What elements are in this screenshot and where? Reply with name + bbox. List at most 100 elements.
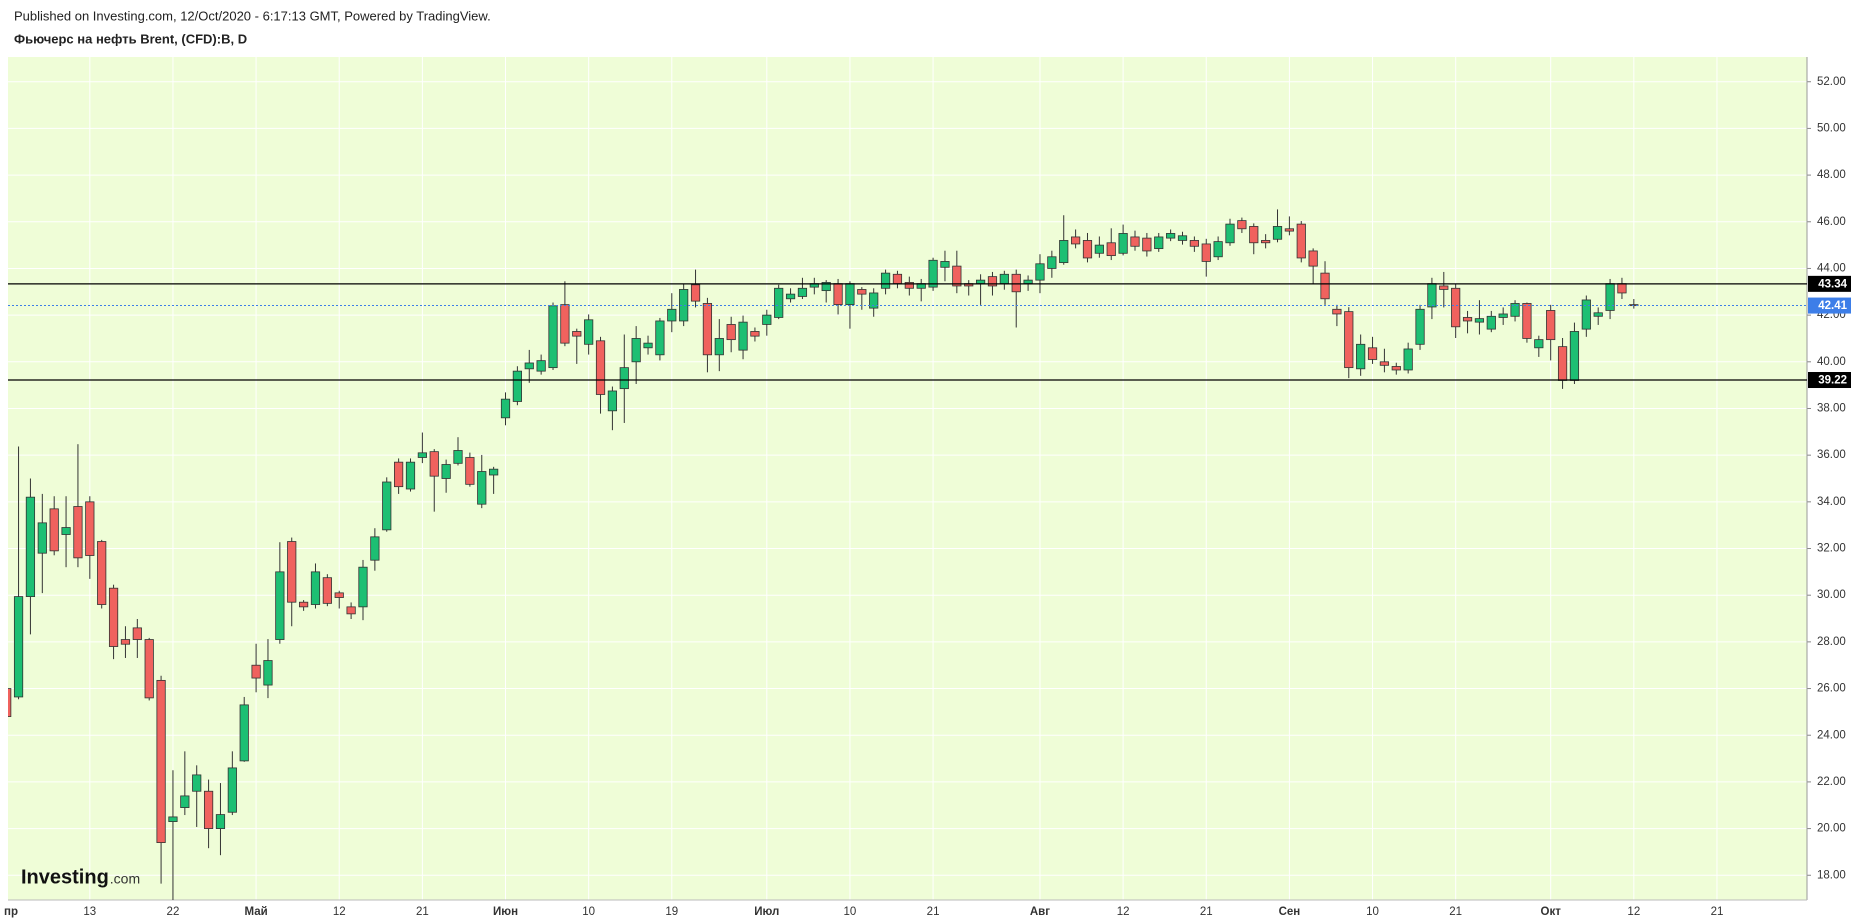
x-tick-label: 21 — [1449, 906, 1462, 918]
chart-title: Фьючерс на нефть Brent, (CFD):B, D — [14, 31, 247, 46]
candle-body — [1510, 303, 1520, 317]
candles — [8, 209, 1639, 900]
candle-body — [643, 342, 653, 349]
candle-body — [1557, 346, 1568, 381]
published-note: Published on Investing.com, 12/Oct/2020 … — [14, 8, 491, 23]
candle-body — [1605, 283, 1615, 311]
candle-body — [1011, 273, 1021, 293]
candle-body — [144, 639, 154, 699]
y-tick-label: 40.00 — [1817, 356, 1846, 368]
y-tick-label: 28.00 — [1817, 636, 1846, 648]
price-tag-label: 39.22 — [1818, 375, 1847, 387]
candle-body — [1391, 366, 1401, 371]
price-tag — [1808, 372, 1851, 389]
candle-body — [821, 282, 831, 292]
x-tick-label: 21 — [927, 906, 940, 918]
candle-body — [1082, 240, 1093, 259]
y-tick-label: 30.00 — [1817, 589, 1846, 601]
x-tick-label: 10 — [582, 906, 595, 918]
candle-body — [180, 795, 190, 808]
y-tick-label: 52.00 — [1817, 76, 1846, 88]
candle-body — [25, 496, 36, 597]
candle-body — [1261, 240, 1271, 244]
candle-body — [453, 450, 463, 464]
candle-body — [1427, 283, 1437, 308]
candle-body — [1249, 226, 1259, 244]
candle-body — [441, 464, 451, 479]
price-tag — [1808, 297, 1851, 314]
candle-body — [465, 457, 475, 485]
y-tick-label: 34.00 — [1817, 496, 1846, 508]
candle-body — [370, 536, 380, 561]
candle-body — [1189, 240, 1199, 247]
candle-body — [334, 592, 344, 598]
candle-body — [192, 774, 202, 792]
candle-body — [655, 320, 665, 356]
candle-body — [762, 314, 772, 325]
candle-body — [1581, 299, 1591, 330]
candle-body — [548, 305, 558, 369]
x-tick-label: Июл — [754, 906, 779, 918]
candle-body — [774, 287, 784, 318]
x-tick-label: 12 — [333, 906, 346, 918]
candle-body — [940, 261, 950, 268]
candle-body — [156, 679, 166, 843]
y-tick-label: 22.00 — [1817, 776, 1846, 788]
candle-body — [726, 324, 736, 341]
candle-body — [394, 461, 404, 488]
candle-body — [1593, 312, 1603, 317]
candle-body — [203, 790, 214, 829]
candle-body — [49, 508, 59, 552]
plot-area — [8, 57, 1807, 900]
x-tick-label: 22 — [167, 906, 180, 918]
x-tick-label: 12 — [1117, 906, 1130, 918]
candle-body — [595, 340, 606, 395]
x-tick-label: Сен — [1279, 906, 1301, 918]
candle-body — [263, 660, 273, 686]
candle-body — [560, 304, 570, 344]
candle-body — [1546, 310, 1556, 341]
candle-body — [1142, 237, 1152, 252]
candle-body — [619, 367, 629, 390]
candle-body — [1356, 343, 1366, 370]
y-tick-label: 50.00 — [1817, 122, 1846, 134]
candle-body — [1201, 243, 1211, 262]
candle-body — [37, 522, 47, 554]
candle-body — [1237, 220, 1247, 230]
y-tick-label: 36.00 — [1817, 449, 1846, 461]
x-tick-label: Окт — [1541, 906, 1562, 918]
candle-body — [346, 606, 356, 615]
candle-body — [1225, 223, 1235, 244]
candle-body — [1522, 303, 1532, 339]
candle-body — [702, 303, 713, 356]
candle-body — [1403, 348, 1413, 371]
candle-body — [679, 289, 689, 322]
candle-body — [738, 321, 748, 351]
candle-body — [880, 272, 891, 289]
candle-body — [417, 452, 427, 458]
x-tick-label: Май — [245, 906, 268, 918]
candle-body — [85, 501, 95, 556]
candle-body — [1166, 233, 1176, 239]
candle-body — [1320, 272, 1330, 300]
candle-body — [132, 627, 142, 640]
candle-body — [1474, 318, 1485, 323]
candle-body — [477, 471, 487, 505]
candle-body — [1213, 241, 1223, 258]
candle-body — [975, 279, 986, 285]
candle-body — [215, 814, 226, 829]
candle-body — [690, 284, 701, 302]
candle-body — [631, 338, 641, 363]
candle-body — [1534, 339, 1544, 349]
candle-body — [405, 461, 416, 490]
candle-body — [952, 265, 962, 287]
y-tick-label: 20.00 — [1817, 823, 1846, 835]
candle-body — [1367, 347, 1378, 360]
candle-body — [1177, 235, 1188, 241]
candle-body — [1154, 236, 1164, 250]
candle-body — [1023, 279, 1033, 285]
candle-body — [1071, 236, 1081, 245]
price-tag — [1808, 275, 1851, 292]
candle-body — [13, 596, 24, 698]
y-tick-label: 38.00 — [1817, 403, 1846, 415]
